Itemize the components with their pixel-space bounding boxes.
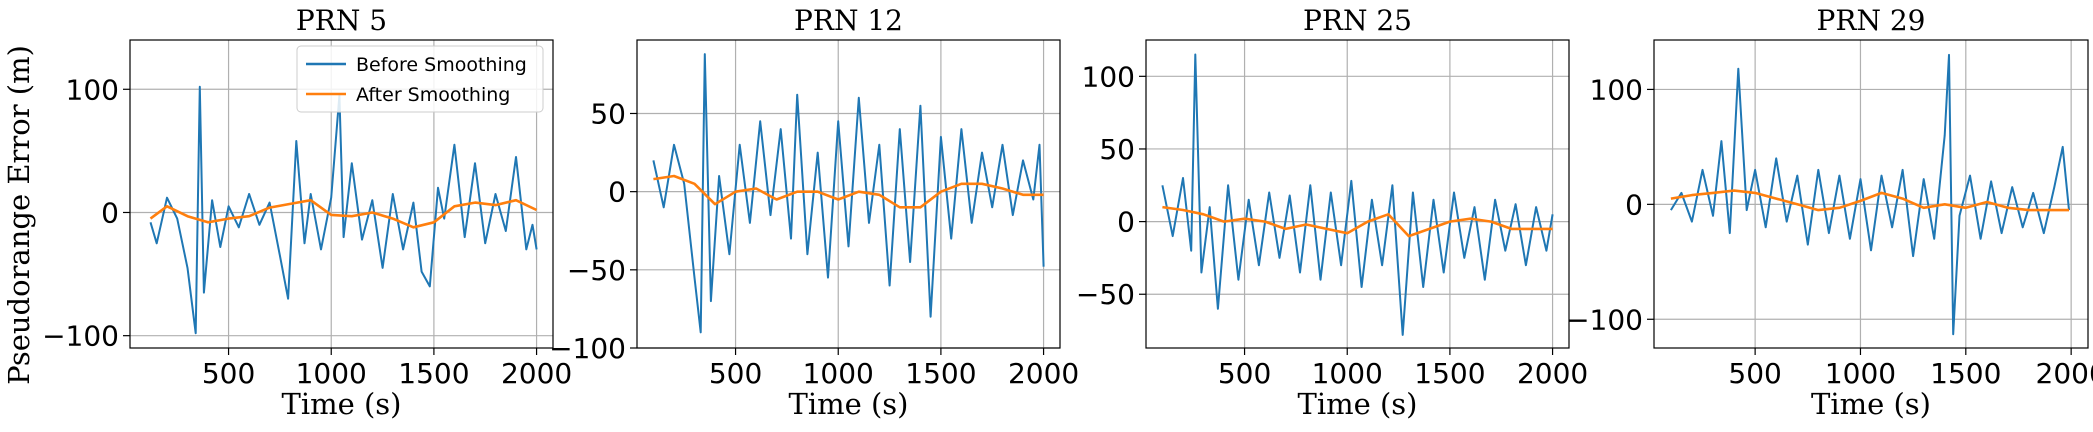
x-axis-label: Time (s) (788, 387, 908, 421)
y-tick-label: 0 (1117, 206, 1135, 239)
x-tick-label: 1000 (1825, 357, 1896, 390)
legend-label: After Smoothing (356, 84, 510, 106)
y-tick-label: 50 (590, 97, 626, 130)
x-tick-label: 1500 (1414, 357, 1485, 390)
axes-frame (636, 39, 1061, 349)
figure-ylabel: Pseudorange Error (m) (2, 45, 36, 385)
series-after-smoothing (1162, 205, 1553, 238)
panel-title: PRN 12 (794, 4, 903, 37)
series-before-smoothing (1670, 53, 2070, 336)
x-tick-label: 2000 (2036, 357, 2093, 390)
x-axis-label: Time (s) (1297, 387, 1417, 421)
axes-frame (129, 39, 554, 349)
x-tick-label: 500 (202, 357, 255, 390)
y-tick-label: 100 (1082, 60, 1135, 93)
legend: Before Smoothing After Smoothing (296, 45, 544, 113)
x-tick-label: 500 (1218, 357, 1271, 390)
y-tick-label: −50 (1076, 278, 1135, 311)
y-tick-label: −100 (42, 320, 119, 353)
axes-frame (1653, 39, 2089, 349)
y-tick-label: −100 (1566, 303, 1643, 336)
panel-title: PRN 29 (1817, 4, 1926, 37)
x-tick-label: 500 (1728, 357, 1781, 390)
series-after-smoothing (1670, 189, 2069, 212)
series-before-smoothing (149, 85, 538, 335)
x-tick-label: 500 (709, 357, 762, 390)
x-tick-label: 1500 (1930, 357, 2001, 390)
y-tick-label: 0 (608, 176, 626, 209)
y-tick-label: 100 (66, 73, 119, 106)
x-axis-label: Time (s) (281, 387, 401, 421)
x-tick-label: 2000 (1517, 357, 1588, 390)
x-tick-label: 1000 (803, 357, 874, 390)
x-tick-label: 2000 (501, 357, 572, 390)
legend-box (296, 45, 544, 113)
x-tick-label: 2000 (1008, 357, 1079, 390)
series-after-smoothing (149, 198, 538, 229)
axes-frame (1145, 39, 1570, 349)
series-after-smoothing (653, 174, 1044, 209)
x-tick-label: 1000 (296, 357, 367, 390)
panel-3: 500 1000 1500 2000 −50 0 50 100 PRN 25 Time (s) (1076, 4, 1588, 421)
x-tick-label: 1000 (1312, 357, 1383, 390)
series-before-smoothing (652, 53, 1045, 334)
series-before-smoothing (1161, 53, 1554, 336)
panel-title: PRN 25 (1303, 4, 1412, 37)
panel-1: 500 1000 1500 2000 −100 0 100 PRN 5 Time (s) Befo… (42, 4, 572, 421)
panel-title: PRN 5 (296, 4, 387, 37)
panel-4: 500 1000 1500 2000 −100 0 100 PRN 29 Time (s) (1566, 4, 2093, 421)
y-tick-label: 0 (1625, 188, 1643, 221)
y-tick-label: 100 (1590, 73, 1643, 106)
y-tick-label: −50 (567, 254, 626, 287)
x-tick-label: 1500 (398, 357, 469, 390)
x-axis-label: Time (s) (1811, 387, 1931, 421)
x-tick-label: 1500 (905, 357, 976, 390)
y-tick-label: −100 (549, 332, 626, 365)
y-tick-label: 0 (101, 196, 119, 229)
panel-2: 500 1000 1500 2000 −100 −50 0 50 PRN 12 Time (s) (549, 4, 1079, 421)
legend-label: Before Smoothing (356, 54, 527, 76)
y-tick-label: 50 (1099, 133, 1135, 166)
